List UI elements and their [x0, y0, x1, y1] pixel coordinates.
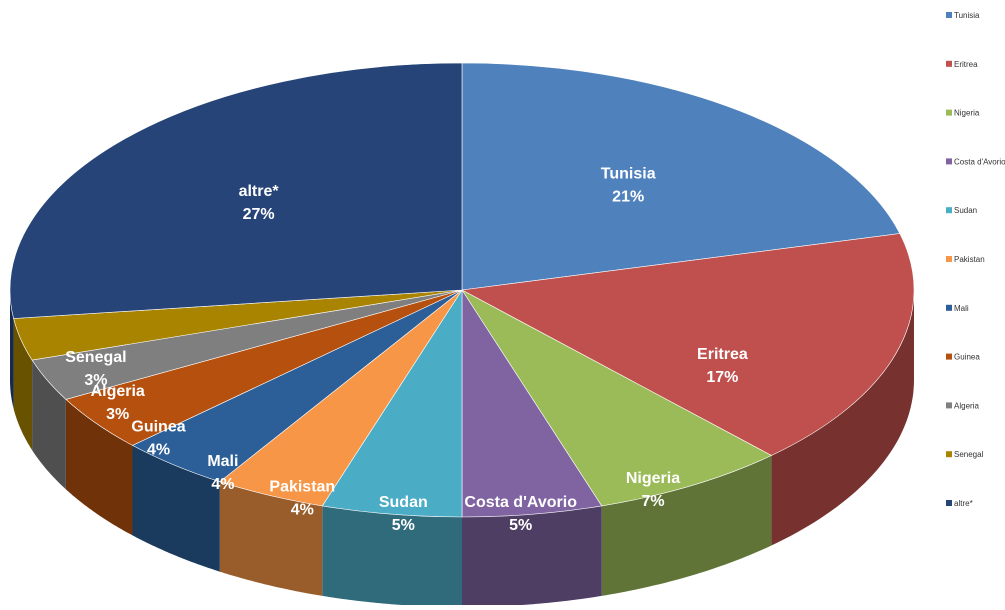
legend: Tunisia Eritrea Nigeria Costa d'Avorio Sudan…	[946, 11, 1005, 508]
legend-swatch	[946, 207, 952, 214]
data-label-guinea: Guinea 4%	[131, 419, 185, 459]
legend-swatch	[946, 353, 952, 360]
data-label-name: Costa d'Avorio	[464, 494, 577, 511]
data-label-pakistan: Pakistan 4%	[269, 479, 335, 519]
data-label-percent: 5%	[392, 517, 415, 534]
data-label-tunisia: Tunisia 21%	[601, 165, 656, 205]
data-label-algeria: Algeria 3%	[91, 383, 145, 423]
legend-label: Sudan	[954, 206, 977, 215]
legend-swatch	[946, 451, 952, 458]
data-label-name: Pakistan	[269, 479, 335, 496]
legend-label: altre*	[954, 499, 973, 508]
data-label-percent: 21%	[612, 188, 644, 205]
pie-slices	[9, 62, 915, 518]
side-wall-nigeria	[601, 455, 772, 596]
slice-costa-d-avorio	[461, 288, 603, 518]
legend-label: Eritrea	[954, 60, 978, 69]
legend-swatch	[946, 158, 952, 165]
slice-tunisia	[461, 62, 901, 291]
side-wall-algeria	[32, 360, 66, 490]
slice-eritrea	[461, 233, 915, 456]
side-wall-sudan	[322, 505, 462, 607]
data-label-percent: 27%	[243, 206, 275, 223]
legend-label: Tunisia	[954, 11, 980, 20]
data-label-percent: 3%	[106, 406, 129, 423]
slice-nigeria	[461, 289, 773, 507]
legend-label: Algeria	[954, 401, 979, 410]
data-label-sudan: Sudan 5%	[379, 494, 428, 534]
data-label-senegal: Senegal 3%	[65, 349, 126, 389]
legend-item-guinea: Guinea	[946, 353, 980, 362]
data-label-percent: 5%	[509, 517, 532, 534]
data-label-altre: altre* 27%	[239, 183, 280, 223]
slice-sudan	[321, 288, 463, 518]
data-label-name: Guinea	[131, 419, 185, 436]
data-label-name: altre*	[239, 183, 280, 200]
legend-label: Pakistan	[954, 255, 985, 264]
legend-swatch	[946, 256, 952, 262]
legend-item-nigeria: Nigeria	[946, 109, 980, 118]
legend-swatch	[946, 12, 952, 18]
legend-label: Costa d'Avorio	[954, 157, 1005, 166]
data-label-percent: 17%	[706, 369, 738, 386]
legend-swatch	[946, 500, 952, 506]
legend-item-tunisia: Tunisia	[946, 11, 980, 20]
legend-swatch	[946, 109, 952, 116]
legend-item-eritrea: Eritrea	[946, 60, 978, 69]
legend-label: Senegal	[954, 450, 984, 459]
data-label-percent: 3%	[84, 372, 107, 389]
side-wall-altre	[10, 290, 14, 409]
side-wall-eritrea	[771, 290, 914, 546]
legend-item-sudan: Sudan	[946, 206, 977, 215]
legend-swatch	[946, 304, 952, 311]
data-label-name: Mali	[207, 453, 238, 470]
data-label-mali: Mali 4%	[207, 453, 238, 493]
data-label-percent: 4%	[147, 442, 170, 459]
legend-label: Mali	[954, 304, 969, 313]
data-label-eritrea: Eritrea 17%	[697, 346, 748, 386]
data-label-percent: 4%	[291, 502, 314, 519]
pie-side-walls	[10, 290, 914, 607]
side-wall-guinea	[65, 399, 133, 536]
slice-altre	[9, 62, 463, 319]
pie-data-labels: Tunisia 21% Eritrea 17% Nigeria 7% Costa d'Avo…	[65, 165, 748, 534]
legend-swatch	[946, 402, 952, 409]
legend-item-algeria: Algeria	[946, 401, 979, 410]
legend-item-mali: Mali	[946, 304, 969, 313]
side-wall-senegal	[13, 318, 33, 451]
legend-item-pakistan: Pakistan	[946, 255, 985, 264]
data-label-percent: 4%	[211, 476, 234, 493]
legend-item-costa-d-avorio: Costa d'Avorio	[946, 157, 1005, 166]
data-label-name: Sudan	[379, 494, 428, 511]
data-label-name: Senegal	[65, 349, 126, 366]
legend-item-senegal: Senegal	[946, 450, 984, 459]
side-wall-mali	[132, 445, 220, 572]
legend-swatch	[946, 60, 952, 67]
data-label-costa-d-avorio: Costa d'Avorio 5%	[464, 494, 577, 534]
legend-label: Guinea	[954, 353, 980, 362]
data-label-name: Eritrea	[697, 346, 748, 363]
data-label-name: Nigeria	[626, 470, 680, 487]
data-label-name: Algeria	[91, 383, 145, 400]
data-label-percent: 7%	[641, 493, 664, 510]
side-wall-pakistan	[219, 481, 323, 596]
data-label-name: Tunisia	[601, 165, 656, 182]
legend-label: Nigeria	[954, 109, 980, 118]
side-wall-costa-d-avorio	[462, 505, 602, 607]
legend-item-altre: altre*	[946, 499, 973, 508]
data-label-nigeria: Nigeria 7%	[626, 470, 680, 510]
